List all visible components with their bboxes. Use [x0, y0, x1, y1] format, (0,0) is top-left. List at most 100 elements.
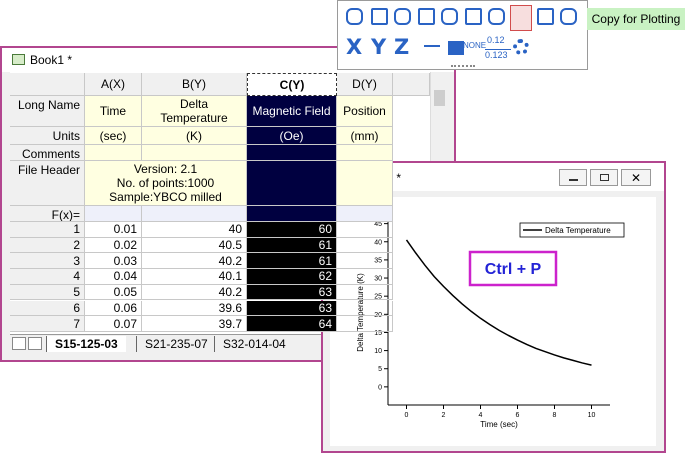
- data-cell[interactable]: 40.2: [142, 284, 247, 301]
- data-cell[interactable]: [337, 316, 393, 332]
- file-header[interactable]: Version: 2.1 No. of points:1000 Sample:YBC…: [85, 161, 247, 206]
- comments[interactable]: [142, 145, 247, 161]
- row-number[interactable]: 3: [10, 253, 85, 270]
- none-button[interactable]: NONE: [463, 41, 487, 50]
- tool-button[interactable]: [488, 8, 505, 25]
- close-button[interactable]: ✕: [621, 169, 651, 186]
- tool-button[interactable]: [346, 8, 363, 25]
- formula[interactable]: [85, 206, 142, 222]
- data-cell[interactable]: [337, 300, 393, 317]
- data-cell[interactable]: 64: [247, 316, 337, 332]
- scroll-thumb[interactable]: [434, 90, 445, 106]
- data-cell[interactable]: 0.06: [85, 300, 142, 317]
- data-cell[interactable]: 39.7: [142, 316, 247, 332]
- minimize-button[interactable]: [559, 169, 587, 186]
- settings-button[interactable]: [513, 39, 529, 55]
- tool-button[interactable]: [394, 8, 411, 25]
- tool-button[interactable]: [448, 41, 464, 55]
- maximize-button[interactable]: [590, 169, 618, 186]
- row-number[interactable]: 1: [10, 222, 85, 238]
- file-header[interactable]: [247, 161, 337, 206]
- data-cell[interactable]: 40.5: [142, 237, 247, 254]
- data-cell[interactable]: [337, 222, 393, 238]
- column-header[interactable]: D(Y): [337, 73, 393, 96]
- comments[interactable]: [247, 145, 337, 161]
- z-button[interactable]: Z: [394, 35, 410, 59]
- tab-prev[interactable]: [12, 337, 26, 350]
- row-label[interactable]: File Header: [10, 161, 85, 206]
- x-button[interactable]: X: [346, 35, 363, 59]
- data-cell[interactable]: 63: [247, 300, 337, 317]
- data-cell[interactable]: 0.07: [85, 316, 142, 332]
- corner[interactable]: [10, 73, 85, 96]
- data-cell[interactable]: [337, 253, 393, 270]
- tool-button[interactable]: [560, 8, 577, 25]
- data-cell[interactable]: 40.1: [142, 269, 247, 285]
- data-cell[interactable]: 39.6: [142, 300, 247, 317]
- data-cell[interactable]: 61: [247, 237, 337, 254]
- blank-header[interactable]: [393, 73, 430, 96]
- data-cell[interactable]: 40: [142, 222, 247, 238]
- file-header[interactable]: [337, 161, 393, 206]
- x-tick-label: 0: [405, 412, 409, 419]
- y-tick-label: 15: [374, 330, 382, 337]
- long-name[interactable]: Delta Temperature: [142, 96, 247, 127]
- comments[interactable]: [85, 145, 142, 161]
- units[interactable]: (K): [142, 127, 247, 145]
- data-cell[interactable]: 61: [247, 253, 337, 270]
- data-cell[interactable]: 0.04: [85, 269, 142, 285]
- tool-button[interactable]: [371, 8, 388, 25]
- fraction-top[interactable]: 0.12: [487, 35, 505, 45]
- long-name[interactable]: Magnetic Field: [247, 96, 337, 127]
- units[interactable]: (mm): [337, 127, 393, 145]
- x-tick-label: 6: [516, 412, 520, 419]
- data-cell[interactable]: 0.05: [85, 284, 142, 301]
- tool-button[interactable]: [465, 8, 482, 25]
- long-name[interactable]: Position: [337, 96, 393, 127]
- data-cell[interactable]: 62: [247, 269, 337, 285]
- row-number[interactable]: 7: [10, 316, 85, 332]
- data-cell[interactable]: 0.01: [85, 222, 142, 238]
- row-number[interactable]: 5: [10, 284, 85, 301]
- data-cell[interactable]: 63: [247, 284, 337, 301]
- tool-button[interactable]: [441, 8, 458, 25]
- long-name[interactable]: Time: [85, 96, 142, 127]
- data-cell[interactable]: 0.02: [85, 237, 142, 254]
- data-cell[interactable]: 40.2: [142, 253, 247, 270]
- tool-button[interactable]: [424, 45, 440, 47]
- column-header[interactable]: B(Y): [142, 73, 247, 96]
- comments[interactable]: [337, 145, 393, 161]
- fraction-bottom[interactable]: 0.123: [485, 50, 508, 60]
- units[interactable]: (sec): [85, 127, 142, 145]
- annotation: Ctrl + P: [485, 261, 542, 278]
- row-label[interactable]: Comments: [10, 145, 85, 161]
- row-label[interactable]: F(x)=: [10, 206, 85, 222]
- column-header[interactable]: C(Y): [247, 73, 337, 96]
- units[interactable]: (Oe): [247, 127, 337, 145]
- sheet-tab[interactable]: S21-235-07: [136, 336, 216, 352]
- row-number[interactable]: 4: [10, 269, 85, 285]
- tool-button[interactable]: [418, 8, 435, 25]
- formula[interactable]: [247, 206, 337, 222]
- data-cell[interactable]: 0.03: [85, 253, 142, 270]
- grip: [451, 65, 475, 68]
- data-cell[interactable]: [337, 269, 393, 285]
- y-button[interactable]: Y: [371, 35, 387, 59]
- sheet-tab[interactable]: S15-125-03: [46, 336, 126, 352]
- tab-next[interactable]: [28, 337, 42, 350]
- data-cell[interactable]: [337, 237, 393, 254]
- y-tick-label: 0: [378, 384, 382, 391]
- row-label[interactable]: Units: [10, 127, 85, 145]
- row-number[interactable]: 2: [10, 237, 85, 254]
- data-cell[interactable]: 60: [247, 222, 337, 238]
- formula[interactable]: [337, 206, 393, 222]
- data-cell[interactable]: [337, 284, 393, 301]
- y-tick-label: 30: [374, 276, 382, 283]
- row-number[interactable]: 6: [10, 300, 85, 317]
- copy-for-plotting-button[interactable]: [510, 5, 532, 31]
- formula[interactable]: [142, 206, 247, 222]
- column-header[interactable]: A(X): [85, 73, 142, 96]
- tool-button[interactable]: [537, 8, 554, 25]
- sheet-tab[interactable]: S32-014-04: [214, 336, 294, 352]
- row-label[interactable]: Long Name: [10, 96, 85, 127]
